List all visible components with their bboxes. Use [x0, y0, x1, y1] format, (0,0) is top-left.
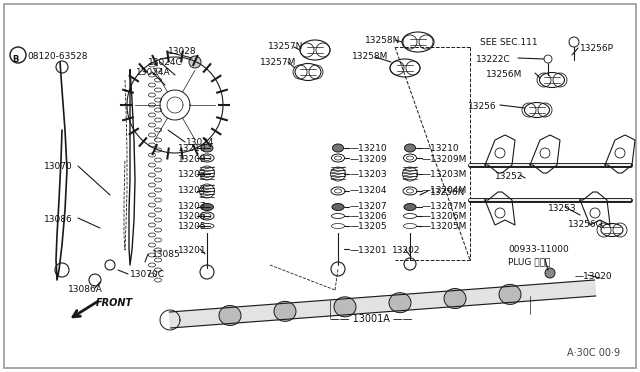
- Text: 13024A: 13024A: [136, 68, 171, 77]
- Text: 13257N: 13257N: [268, 42, 303, 51]
- Text: —13206M: —13206M: [422, 212, 467, 221]
- Text: 13256: 13256: [468, 102, 497, 111]
- Text: 13070: 13070: [44, 162, 73, 171]
- Text: 13258M: 13258M: [352, 52, 388, 61]
- Text: PLUG プラグ: PLUG プラグ: [508, 257, 550, 266]
- Polygon shape: [170, 280, 596, 328]
- Text: 13253: 13253: [548, 204, 577, 213]
- Ellipse shape: [333, 144, 344, 152]
- Ellipse shape: [389, 293, 411, 313]
- Text: —13201: —13201: [350, 246, 388, 255]
- Text: —13205: —13205: [350, 222, 388, 231]
- Text: 13070C: 13070C: [130, 270, 165, 279]
- Text: 13252: 13252: [495, 172, 524, 181]
- Text: 13086: 13086: [44, 215, 73, 224]
- Text: —13207M: —13207M: [422, 202, 467, 211]
- Text: —13209M: —13209M: [422, 155, 467, 164]
- Text: 13210: 13210: [178, 144, 207, 153]
- Text: 13256Q: 13256Q: [568, 220, 604, 229]
- Text: 00933-11000: 00933-11000: [508, 245, 569, 254]
- Text: 13204: 13204: [178, 186, 207, 195]
- Ellipse shape: [404, 203, 416, 211]
- Ellipse shape: [201, 144, 213, 152]
- Ellipse shape: [332, 203, 344, 211]
- Text: SEE SEC.111: SEE SEC.111: [480, 38, 538, 47]
- Text: —13209: —13209: [350, 155, 388, 164]
- Text: 13222C: 13222C: [476, 55, 511, 64]
- Text: 13256M: 13256M: [486, 70, 522, 79]
- Ellipse shape: [499, 285, 521, 304]
- Text: 13201: 13201: [178, 246, 207, 255]
- Text: 13209: 13209: [178, 155, 207, 164]
- Text: —13203: —13203: [350, 170, 388, 179]
- Ellipse shape: [444, 289, 466, 308]
- Text: 13028: 13028: [168, 47, 196, 56]
- Text: 13086A: 13086A: [68, 285, 103, 294]
- Text: 13202: 13202: [392, 246, 420, 255]
- Text: 13024C: 13024C: [148, 58, 183, 67]
- Ellipse shape: [334, 297, 356, 317]
- Text: 13203: 13203: [178, 170, 207, 179]
- Text: —13020: —13020: [575, 272, 612, 281]
- Ellipse shape: [219, 305, 241, 326]
- Circle shape: [189, 56, 201, 68]
- Text: FRONT: FRONT: [96, 298, 133, 308]
- Text: 13085: 13085: [152, 250, 180, 259]
- Text: —13204M: —13204M: [422, 186, 467, 195]
- Text: 13207: 13207: [178, 202, 207, 211]
- Circle shape: [545, 268, 555, 278]
- Text: —13205M: —13205M: [422, 222, 467, 231]
- Text: —13206: —13206: [350, 212, 388, 221]
- Text: 13024: 13024: [186, 138, 214, 147]
- Text: —13204: —13204: [350, 186, 387, 195]
- Text: 13256N: 13256N: [430, 188, 465, 197]
- Text: B: B: [12, 55, 18, 64]
- Text: —13203M: —13203M: [422, 170, 467, 179]
- Text: —— 13001A ——: —— 13001A ——: [330, 314, 413, 324]
- Text: 08120-63528: 08120-63528: [27, 52, 88, 61]
- Ellipse shape: [404, 144, 415, 152]
- Text: —13210: —13210: [422, 144, 460, 153]
- Text: —13207: —13207: [350, 202, 388, 211]
- Text: A·30C 00·9: A·30C 00·9: [567, 348, 620, 358]
- Text: 13205: 13205: [178, 222, 207, 231]
- Text: 13257M: 13257M: [260, 58, 296, 67]
- Text: —13210: —13210: [350, 144, 388, 153]
- Text: 13258N: 13258N: [365, 36, 401, 45]
- Text: 13206: 13206: [178, 212, 207, 221]
- Text: 13256P: 13256P: [580, 44, 614, 53]
- Ellipse shape: [274, 301, 296, 321]
- Ellipse shape: [200, 203, 214, 211]
